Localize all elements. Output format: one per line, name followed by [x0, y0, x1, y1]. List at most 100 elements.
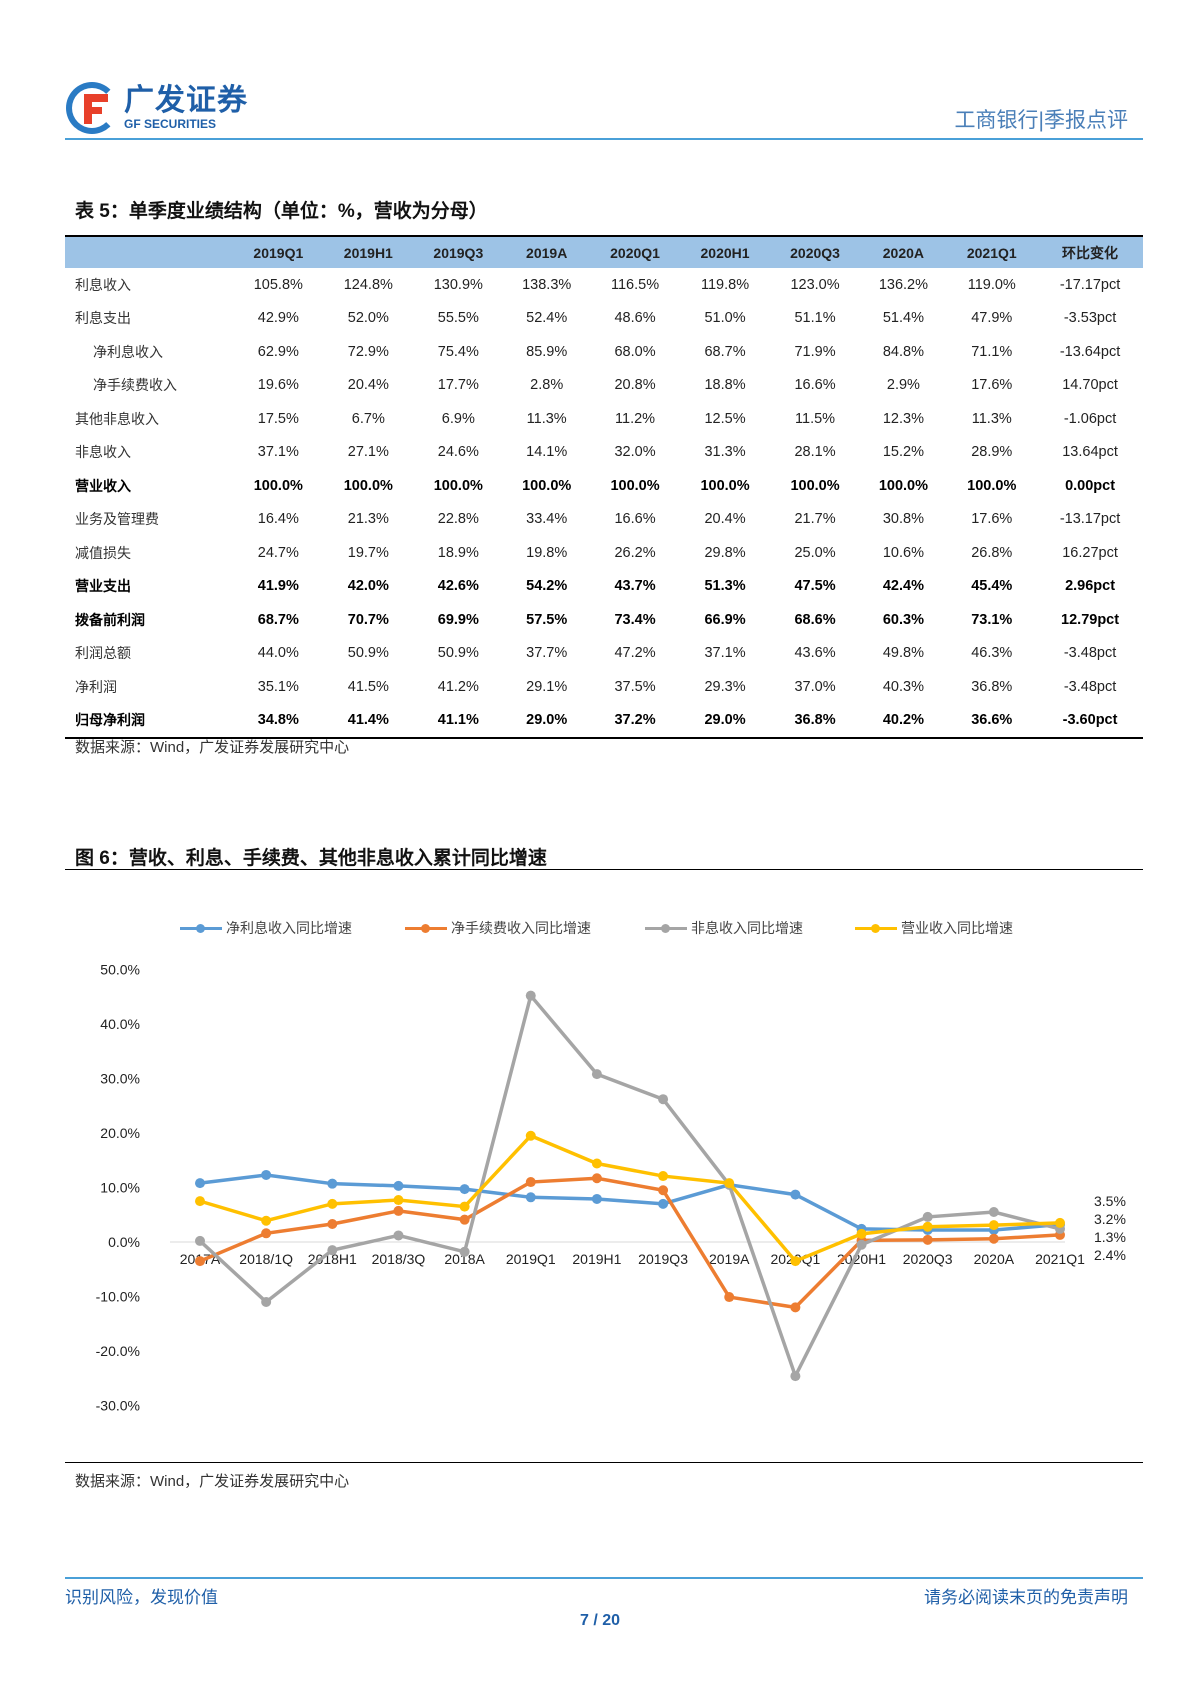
row-label: 归母净利润 [65, 703, 233, 739]
data-point [261, 1296, 272, 1307]
row-label: 业务及管理费 [75, 511, 159, 528]
figure-title: 图 6：营收、利息、手续费、其他非息收入累计同比增速 [75, 848, 547, 869]
table-cell: 36.6% [946, 703, 1038, 739]
data-point [195, 1196, 205, 1207]
data-point [327, 1198, 338, 1209]
row-label: 利息支出 [75, 310, 131, 327]
logo-en: GF SECURITIES [124, 117, 217, 131]
data-point [591, 1173, 602, 1184]
legend-item: 营业收入同比增速 [855, 918, 1013, 938]
data-point [525, 1177, 536, 1188]
y-tick-label: 10.0% [100, 1180, 140, 1196]
legend-label: 净手续费收入同比增速 [451, 920, 591, 936]
x-tick-label: 2018A [444, 1251, 485, 1267]
table-row: 净利息收入 62.9% 72.9% 75.4% 85.9% 68.0% 68.7% 71.9%… [65, 335, 1143, 369]
row-label: 净手续费收入 [93, 377, 177, 394]
table-cell: 45.4% [971, 578, 1013, 595]
table-cell: 37.1% [704, 645, 746, 662]
table-cell: 62.9% [257, 343, 299, 360]
table-cell: 37.2% [589, 703, 681, 739]
legend-item: 净利息收入同比增速 [180, 918, 352, 938]
growth-line-chart: 50.0% 40.0% 30.0% 20.0% 10.0% 0.0% -10.0% -20.0… [96, 962, 1126, 1414]
table-cell: 17.6% [971, 511, 1013, 528]
gf-securities-logo: 广发证券 GF SECURITIES [66, 82, 248, 134]
row-label: 拨备前利润 [75, 611, 145, 628]
table-row: 业务及管理费 16.4% 21.3% 22.8% 33.4% 16.6% 20.4% 21.7… [65, 503, 1143, 537]
table-cell: 73.4% [614, 611, 656, 628]
row-label: 其他非息收入 [75, 410, 159, 427]
table-cell: 50.9% [347, 645, 389, 662]
data-point [922, 1211, 933, 1222]
data-point [327, 1178, 338, 1189]
table-cell: 41.9% [257, 578, 299, 595]
table-cell: 66.9% [704, 611, 746, 628]
table-cell: 6.7% [351, 410, 385, 427]
table-cell: 41.2% [437, 678, 479, 695]
table-cell: 12.5% [704, 410, 746, 427]
table-cell: 40.2% [860, 703, 947, 739]
footer-disclaimer: 请务必阅读末页的免责声明 [924, 1588, 1128, 1607]
table-cell: 29.8% [704, 544, 746, 561]
table-cell: -3.48pct [1063, 678, 1117, 695]
table-cell: 24.6% [437, 444, 479, 461]
data-point [856, 1239, 867, 1250]
table-cell: 70.7% [347, 611, 389, 628]
table-cell: 100.0% [610, 477, 660, 494]
table-cell: 21.3% [347, 511, 389, 528]
x-tick-label: 2020A [974, 1251, 1015, 1267]
table-cell: 14.70pct [1062, 377, 1118, 394]
table-cell: 100.0% [522, 477, 572, 494]
table-row: 净利润 35.1% 41.5% 41.2% 29.1% 37.5% 29.3% 37.0% 40… [65, 670, 1143, 704]
table-cell: 11.3% [971, 410, 1012, 427]
table-cell: 138.3% [522, 276, 572, 293]
legend-label: 净利息收入同比增速 [226, 920, 352, 936]
series-line [198, 991, 1061, 1381]
table-cell: 46.3% [971, 645, 1013, 662]
table-cell: 2.9% [886, 377, 920, 394]
table-cell: 13.64pct [1062, 444, 1118, 461]
table-row: 拨备前利润 68.7% 70.7% 69.9% 57.5% 73.4% 66.9% 68.6%… [65, 603, 1143, 637]
table-cell: 123.0% [790, 276, 840, 293]
table-cell: 37.1% [257, 444, 299, 461]
column-header: 环比变化 [1037, 235, 1143, 268]
table-cell: 16.27pct [1062, 544, 1118, 561]
performance-structure-table: 2019Q1 2019H1 2019Q3 2019A 2020Q1 2020H1 2020Q… [65, 235, 1143, 739]
table-source: 数据来源：Wind，广发证券发展研究中心 [75, 739, 350, 756]
table-cell: 73.1% [971, 611, 1013, 628]
data-point [988, 1220, 999, 1231]
data-point [591, 1158, 602, 1169]
table-cell: 11.3% [526, 410, 567, 427]
table-cell: 75.4% [437, 343, 479, 360]
column-header: 2019H1 [323, 235, 413, 268]
column-header: 2020A [860, 235, 947, 268]
series-line [199, 1133, 1061, 1264]
table-cell: 16.6% [794, 377, 836, 394]
table-cell: 29.3% [704, 678, 746, 695]
data-point [658, 1198, 669, 1209]
table-cell: 18.8% [704, 377, 746, 394]
logo-cn: 广发证券 [124, 84, 248, 117]
table-cell: 37.7% [526, 645, 568, 662]
data-point [988, 1233, 999, 1244]
table-cell: 130.9% [433, 276, 483, 293]
data-point [195, 1178, 205, 1189]
table-cell: 68.6% [794, 611, 836, 628]
table-cell: 17.6% [971, 377, 1013, 394]
series-line [199, 1173, 1061, 1232]
column-header: 2020H1 [680, 235, 770, 268]
table-cell: 68.0% [614, 343, 656, 360]
table-cell: 100.0% [343, 477, 393, 494]
y-tick-label: -10.0% [96, 1289, 140, 1305]
table-cell: 37.5% [614, 678, 656, 695]
table-cell: 42.0% [347, 578, 389, 595]
data-point [459, 1201, 470, 1212]
table-cell: 42.9% [257, 310, 299, 327]
data-point [393, 1205, 404, 1216]
table-row: 利润总额 44.0% 50.9% 50.9% 37.7% 47.2% 37.1% 43.6% 4… [65, 637, 1143, 671]
figure-bottom-rule [65, 1462, 1143, 1463]
end-data-label: 3.5% [1094, 1193, 1126, 1209]
table-cell: 47.2% [614, 645, 656, 662]
table-cell: 71.1% [971, 343, 1013, 360]
data-point [724, 1292, 735, 1303]
x-tick-label: 2019A [709, 1251, 750, 1267]
